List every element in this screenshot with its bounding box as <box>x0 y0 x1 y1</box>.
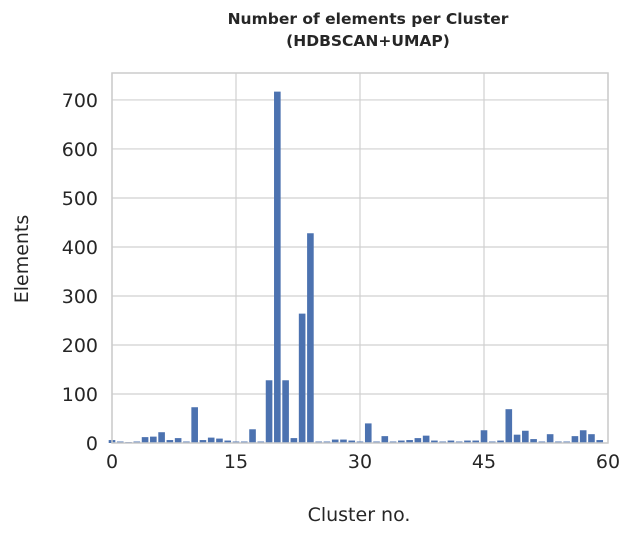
bar <box>414 438 422 443</box>
bar <box>331 439 339 443</box>
bar <box>571 436 579 443</box>
bar <box>298 313 306 443</box>
bar <box>191 407 198 443</box>
bar <box>546 434 554 443</box>
bar <box>199 440 207 443</box>
bar <box>497 440 504 443</box>
bar <box>174 438 182 443</box>
y-tick-label: 100 <box>62 384 98 406</box>
bar <box>290 438 298 443</box>
bar <box>480 430 488 443</box>
bar <box>307 233 314 443</box>
x-tick-label: 30 <box>348 451 372 473</box>
y-axis-label: Elements <box>11 215 33 304</box>
bar <box>274 91 281 444</box>
bar <box>381 436 389 443</box>
bar <box>464 440 471 443</box>
bar <box>265 380 273 443</box>
y-tick-label: 500 <box>62 188 98 210</box>
bar <box>348 440 356 443</box>
y-tick-label: 300 <box>62 286 98 308</box>
bar <box>364 423 372 443</box>
y-tick-label: 400 <box>62 237 98 259</box>
y-tick-label: 200 <box>62 335 98 357</box>
bar <box>513 434 521 443</box>
bar <box>249 429 256 443</box>
y-tick-label: 0 <box>86 433 98 455</box>
bar <box>158 432 165 443</box>
bar <box>282 380 289 443</box>
bar <box>216 438 223 443</box>
bar <box>522 430 529 443</box>
x-tick-label: 15 <box>224 451 248 473</box>
y-tick-label: 600 <box>62 139 98 161</box>
bar <box>579 430 587 443</box>
bar <box>431 440 438 443</box>
bar <box>141 437 149 443</box>
bar <box>224 440 232 443</box>
bar <box>406 440 413 443</box>
bar <box>588 434 595 443</box>
bar <box>596 440 604 443</box>
x-axis-label: Cluster no. <box>308 504 411 526</box>
grid-layer <box>111 73 609 444</box>
bar <box>166 440 174 443</box>
bar <box>472 440 480 443</box>
bar <box>505 409 513 443</box>
bar <box>530 439 537 443</box>
bar <box>340 439 347 443</box>
bar <box>398 440 405 443</box>
x-tick-label: 0 <box>106 451 118 473</box>
y-tick-label: 700 <box>62 90 98 112</box>
bar <box>150 436 157 443</box>
bars-layer <box>108 91 604 444</box>
chart-title-line-2: (HDBSCAN+UMAP) <box>286 32 450 50</box>
bar <box>447 440 455 443</box>
plot-frame <box>111 72 609 444</box>
x-tick-label: 60 <box>596 451 620 473</box>
bar <box>422 435 430 443</box>
x-tick-label: 45 <box>472 451 496 473</box>
bar <box>207 437 215 443</box>
chart-title-line-1: Number of elements per Cluster <box>228 10 509 28</box>
